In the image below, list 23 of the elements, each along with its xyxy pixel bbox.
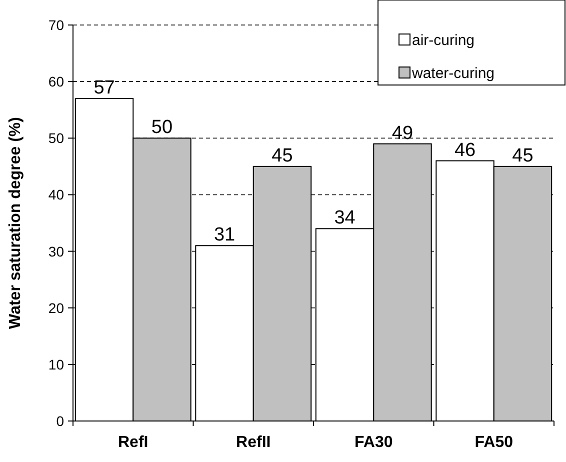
x-tick-label: FA30: [354, 434, 393, 451]
data-label: 49: [392, 122, 414, 144]
x-tick-label: FA50: [474, 434, 514, 451]
y-tick-label: 40: [48, 186, 64, 203]
y-tick-label: 50: [48, 130, 64, 146]
x-tick-label: RefII: [236, 434, 271, 451]
data-label: 45: [272, 145, 293, 166]
y-axis-title: Water saturation degree (%): [7, 117, 24, 329]
legend-label: air-curing: [412, 32, 475, 49]
data-label: 31: [214, 224, 236, 246]
y-tick-label: 30: [48, 243, 64, 260]
x-tick-label: RefI: [118, 434, 148, 451]
data-label: 46: [454, 140, 476, 161]
y-tick-label: 10: [48, 356, 64, 372]
data-label: 34: [334, 208, 356, 229]
data-label: 45: [512, 145, 534, 166]
data-label: 50: [151, 117, 173, 138]
y-tick-label: 70: [48, 17, 64, 33]
data-label: 57: [94, 78, 115, 99]
y-tick-label: 60: [48, 74, 64, 90]
y-tick-label: 0: [56, 413, 64, 429]
y-tick-label: 20: [48, 300, 64, 316]
legend-label: water-curing: [411, 65, 495, 82]
